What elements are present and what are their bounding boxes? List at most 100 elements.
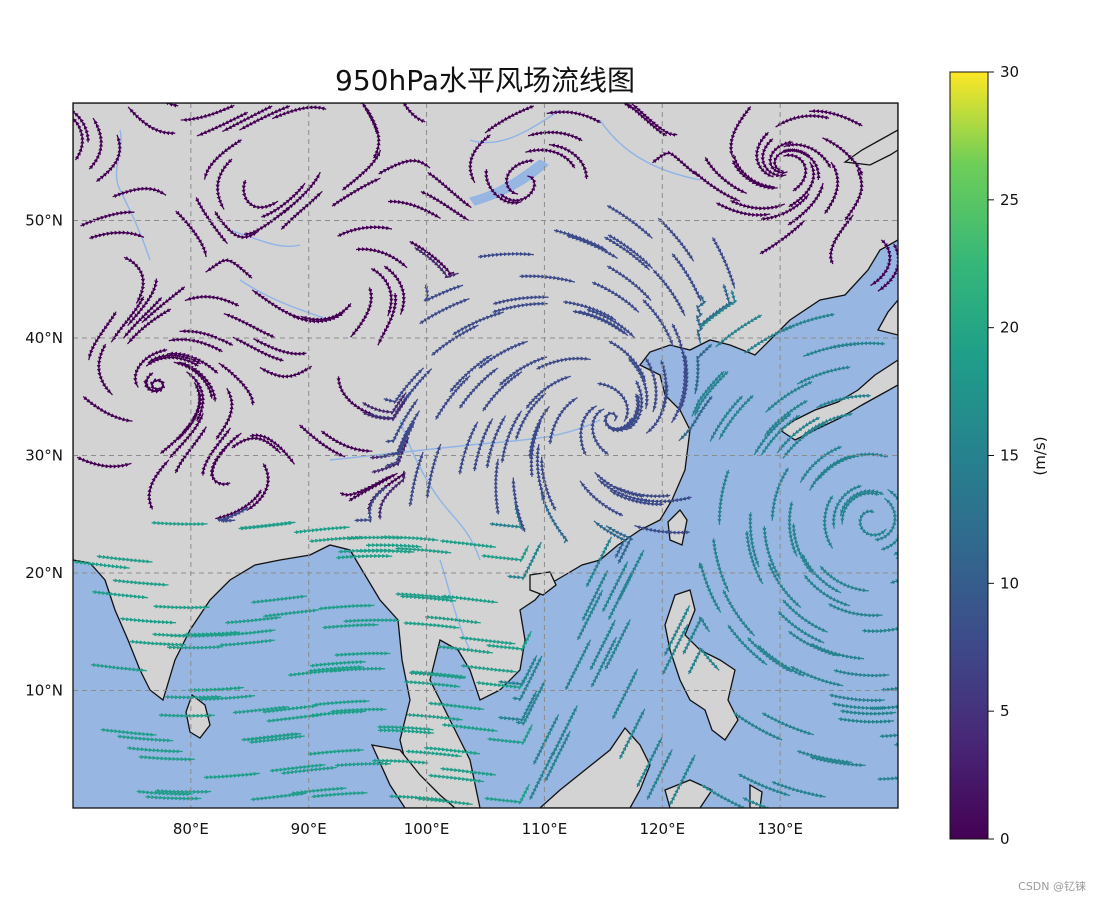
streamline [144, 372, 166, 394]
streamline [663, 605, 691, 656]
streamline [511, 477, 527, 533]
streamline [393, 103, 426, 124]
streamline [682, 616, 711, 655]
streamline [309, 535, 366, 544]
streamline [828, 602, 883, 618]
streamline [223, 312, 275, 339]
streamline [468, 134, 491, 184]
streamline [263, 608, 320, 619]
streamline [364, 105, 381, 159]
streamline [89, 230, 145, 240]
streamline [631, 103, 678, 137]
streamline [442, 722, 498, 733]
streamline [218, 362, 255, 406]
streamline [594, 471, 645, 499]
streamline [310, 709, 367, 718]
streamline [711, 237, 736, 289]
streamline [728, 106, 752, 158]
streamline [788, 630, 839, 657]
streamline [249, 433, 296, 465]
streamline [225, 615, 282, 625]
streamline [241, 179, 279, 210]
streamline [403, 621, 460, 630]
streamline [478, 251, 534, 259]
streamline [250, 791, 307, 802]
streamline [644, 357, 659, 413]
colorbar-label: (m/s) [1031, 436, 1049, 475]
streamline [188, 685, 245, 693]
streamline [879, 727, 898, 739]
streamline [112, 186, 167, 199]
streamline [512, 655, 543, 702]
streamline [579, 480, 624, 517]
streamline [100, 727, 157, 737]
streamline [611, 668, 639, 720]
streamline [313, 699, 370, 707]
streamline [420, 190, 470, 221]
streamline [400, 594, 457, 603]
longitude-tick-labels: 80°E 90°E 100°E 110°E 120°E 130°E [173, 820, 803, 838]
streamline [88, 117, 104, 170]
streamline [293, 525, 350, 535]
streamline [370, 267, 394, 317]
streamline [336, 553, 393, 560]
streamline [717, 469, 730, 525]
streamline [168, 633, 225, 639]
streamline [634, 524, 690, 535]
latitude-tick-label: 20°N [25, 564, 63, 582]
streamline [133, 348, 168, 388]
streamline [780, 312, 835, 332]
streamline [440, 766, 497, 777]
streamline [127, 106, 176, 136]
streamline [96, 134, 122, 183]
streamline [514, 392, 547, 440]
streamline [775, 113, 830, 128]
streamline [715, 314, 763, 348]
streamline [117, 734, 174, 743]
streamline [145, 794, 202, 801]
streamline [828, 214, 854, 265]
latitude-tick-label: 30°N [25, 447, 63, 465]
streamline [603, 411, 633, 431]
streamline [219, 628, 276, 638]
streamline [887, 488, 898, 539]
streamline [203, 139, 242, 180]
streamline [222, 105, 273, 133]
streamline [593, 520, 628, 559]
streamline [748, 512, 760, 568]
streamline [158, 712, 215, 718]
hokkaido-island [877, 298, 898, 336]
streamline [657, 217, 695, 262]
streamline [410, 669, 467, 679]
streamline [772, 148, 810, 172]
streamline [816, 393, 871, 409]
streamline [791, 523, 814, 576]
streamline [362, 392, 407, 415]
streamline [76, 456, 132, 469]
streamline [895, 513, 898, 560]
latitude-tick-label: 40°N [25, 329, 63, 347]
streamline [138, 754, 195, 762]
colorbar-tick-label: 15 [1000, 447, 1019, 465]
streamline [355, 247, 408, 269]
chart-title: 950hPa水平风场流线图 [335, 64, 635, 97]
streamline [767, 562, 802, 609]
streamline [527, 130, 583, 142]
streamline [606, 204, 653, 239]
streamline [671, 253, 702, 302]
streamline [216, 506, 249, 524]
streamline [261, 182, 306, 219]
streamline [839, 488, 884, 517]
streamline [809, 108, 863, 127]
streamline [635, 495, 692, 504]
streamline [151, 520, 208, 527]
streamline [153, 604, 210, 610]
streamline [271, 105, 327, 120]
streamline [731, 160, 778, 191]
streamline [91, 662, 147, 673]
streamline [166, 645, 223, 650]
streamline [459, 635, 516, 646]
streamline [308, 664, 364, 674]
streamline [251, 594, 307, 605]
